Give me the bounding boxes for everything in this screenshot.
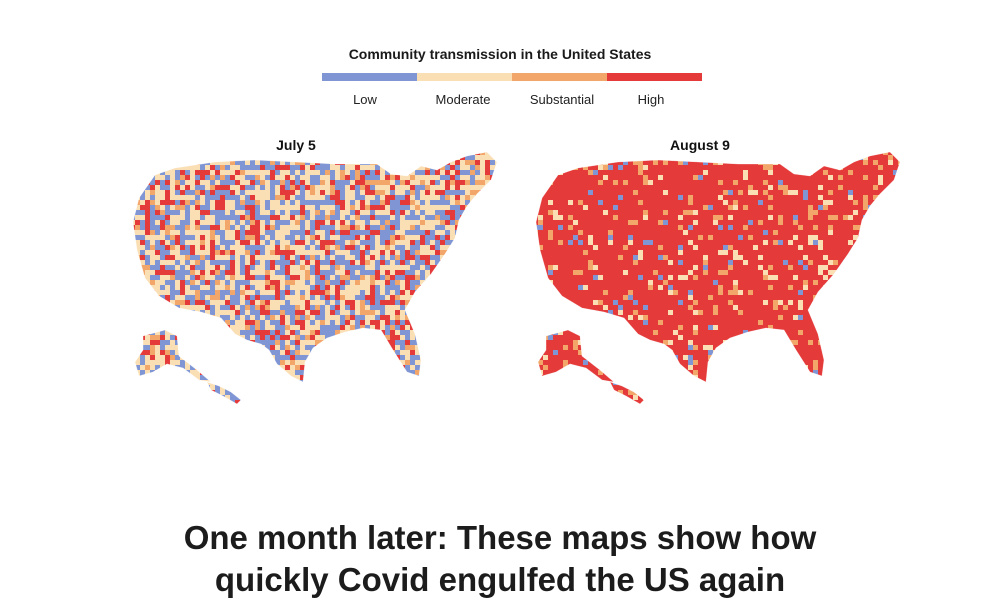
legend-label-substantial: Substantial	[529, 92, 595, 107]
legend-label-high: High	[637, 92, 665, 107]
map-title-july: July 5	[276, 137, 316, 153]
legend-swatch-substantial	[512, 73, 607, 81]
legend-color-bar	[322, 73, 702, 81]
county-cells	[536, 152, 900, 404]
legend-swatch-low	[322, 73, 417, 81]
map-title-august: August 9	[670, 137, 730, 153]
legend-swatch-high	[607, 73, 702, 81]
us-county-map-july	[132, 151, 498, 405]
legend-swatch-moderate	[417, 73, 512, 81]
headline-line-2: quickly Covid engulfed the US again	[214, 561, 786, 598]
legend-title: Community transmission in the United Sta…	[348, 46, 652, 62]
legend-label-moderate: Moderate	[435, 92, 491, 107]
legend-label-low: Low	[353, 92, 377, 107]
us-county-map-august	[535, 151, 901, 405]
headline: One month later: These maps show how qui…	[0, 517, 1000, 601]
headline-line-1: One month later: These maps show how	[183, 519, 817, 556]
county-cells	[133, 152, 497, 404]
